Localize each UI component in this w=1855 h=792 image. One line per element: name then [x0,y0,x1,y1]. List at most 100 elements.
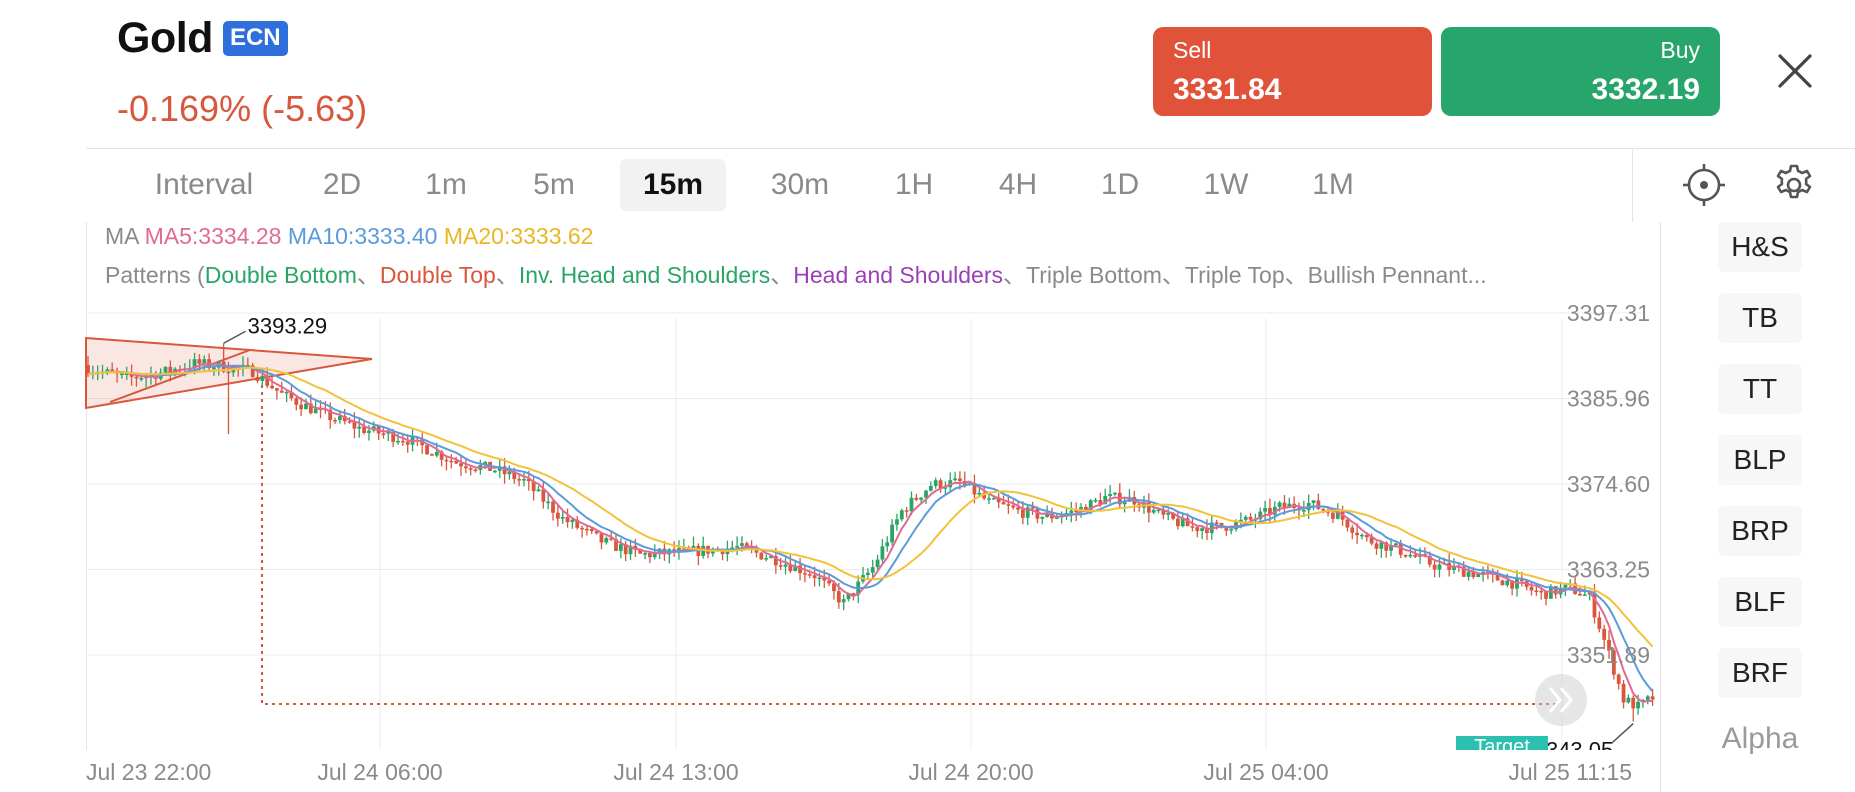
interval-label[interactable]: Interval [154,168,254,201]
candle-body [759,552,764,560]
pattern-tb-button[interactable]: TB [1718,293,1802,343]
candle-body [1122,501,1127,505]
candle-body [735,545,739,548]
buy-label: Buy [1660,37,1700,63]
candle-body [1539,590,1544,593]
pattern-brf-button[interactable]: BRF [1718,648,1802,698]
candle-body [904,510,909,512]
low-marker-line [1610,723,1634,745]
candle-body [512,471,517,480]
candle-body [885,542,890,547]
candle-body [299,404,304,410]
candle-body [987,498,991,500]
candle-body [623,544,628,555]
sell-button[interactable]: Sell 3331.84 [1153,27,1432,116]
candle-body [192,359,197,369]
crosshair-target-icon[interactable] [1682,163,1726,207]
candle-body [1272,506,1277,515]
tab-interval-1h[interactable]: 1H [894,168,934,201]
candle-body [328,409,333,421]
pattern-tt-button[interactable]: TT [1718,364,1802,414]
buy-button[interactable]: Buy 3332.19 [1441,27,1720,116]
candle-body [507,471,512,475]
y-tick-label: 3363.25 [1567,557,1650,583]
tab-interval-5m[interactable]: 5m [533,168,575,201]
tab-interval-1m[interactable]: 1m [425,168,467,201]
candle-body [1592,592,1597,618]
candle-body [352,421,357,429]
pattern-blf-button[interactable]: BLF [1718,577,1802,627]
candle-body [1020,509,1025,518]
candle-body [308,403,313,414]
target-dotted-line [261,378,1560,705]
candle-body [890,524,895,543]
gear-icon[interactable] [1772,163,1816,207]
x-tick-label: Jul 23 22:00 [86,759,211,785]
candle-body [124,373,129,375]
tab-interval-30m[interactable]: 30m [770,168,830,201]
x-axis-background [86,750,1660,792]
tab-interval-1w[interactable]: 1W [1203,168,1249,201]
candle-body [1427,555,1432,565]
candle-body [1626,697,1631,703]
candle-body [1088,500,1093,512]
candle-body [812,575,817,579]
tab-interval-2d[interactable]: 2D [322,168,362,201]
tab-interval-1d[interactable]: 1D [1100,168,1140,201]
candle-body [405,441,410,445]
candle-body [337,416,342,421]
candle-body [1505,580,1510,586]
candle-body [996,498,1001,503]
candle-body [1611,650,1616,675]
tab-interval-1mo[interactable]: 1M [1312,168,1354,201]
candle-body [1519,578,1524,582]
candle-body [822,577,827,581]
candle-body [1582,594,1587,596]
candle-body [1258,511,1263,520]
candle-body [226,371,231,374]
pattern-blp-button[interactable]: BLP [1718,435,1802,485]
candle-body [1074,510,1079,513]
candle-body [1389,545,1393,551]
sell-price: 3331.84 [1173,73,1282,106]
candle-body [168,366,173,373]
candle-body [502,466,507,475]
candle-body [919,497,924,500]
candle-body [1495,573,1500,581]
candle-body [555,512,560,519]
candle-body [381,433,386,435]
candle-body [1311,500,1316,504]
candle-body [875,559,880,568]
candle-body [565,517,570,523]
candle-body [1268,508,1272,515]
candle-body [1481,572,1485,574]
interval-bar: Interval 2D 1m 5m 15m 30m 1H 4H 1D 1W 1M [0,149,1632,222]
candle-body [1166,513,1171,515]
candle-body [1597,617,1602,629]
pattern-separator: 、 [1284,262,1308,288]
candle-body [914,497,919,500]
candle-body [1393,543,1398,546]
pattern-brp-button[interactable]: BRP [1718,506,1802,556]
candle-body [396,440,400,443]
candle-body [304,403,308,410]
pattern-hs-button[interactable]: H&S [1718,222,1802,272]
tab-interval-4h[interactable]: 4H [998,168,1038,201]
candle-body [294,398,299,405]
close-icon[interactable] [1776,52,1814,90]
candle-body [1316,500,1321,509]
tab-interval-15m[interactable]: 15m [620,159,726,211]
candle-body [832,583,836,592]
candle-body [570,519,575,523]
candle-body [197,359,202,364]
candle-body [628,545,633,555]
patterns-legend[interactable]: Patterns (Double Bottom、Double Top、Inv. … [105,256,1660,290]
candle-body [1602,628,1607,640]
chart-left-border [86,222,87,750]
candle-body [1030,507,1035,509]
pattern-entry: Double Top [379,262,496,288]
ma-legend: MA MA5:3334.28 MA10:3333.40 MA20:3333.62 [105,223,593,250]
candle-body [1248,516,1253,520]
candle-body [652,552,657,558]
